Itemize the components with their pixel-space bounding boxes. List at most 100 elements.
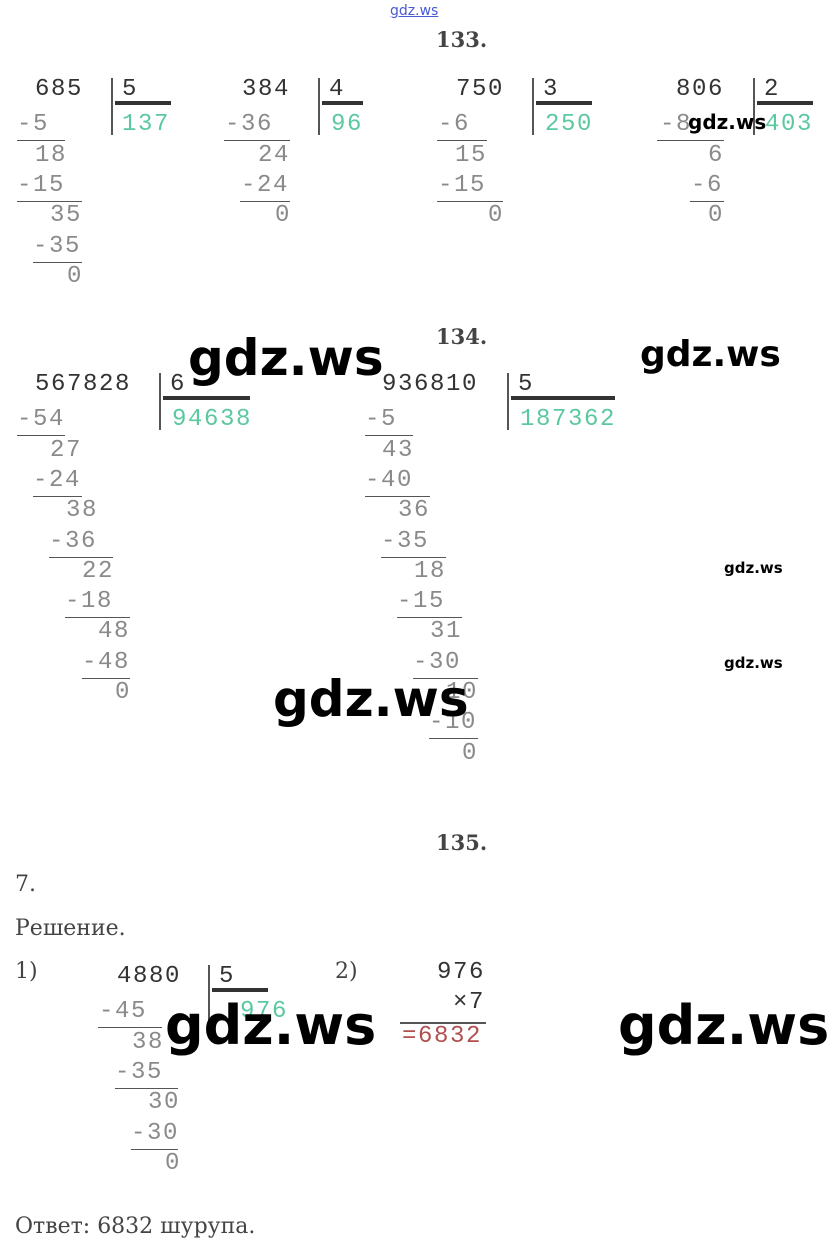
subtrahend: -40 <box>365 466 414 494</box>
remainder: 6 <box>708 141 725 169</box>
divisor: 6 <box>170 371 187 398</box>
subtrahend: -15 <box>438 171 487 199</box>
multiplier: ×7 <box>453 989 486 1016</box>
quotient: 187362 <box>520 406 617 433</box>
subtrahend: -24 <box>241 171 290 199</box>
multiplication-line <box>400 1022 486 1024</box>
remainder: 0 <box>67 262 84 290</box>
task-133-title: 133. <box>436 27 488 52</box>
division-bar <box>111 78 113 135</box>
subtraction-line <box>131 1148 178 1150</box>
watermark: gdz.ws <box>724 559 783 577</box>
divisor-underline <box>511 396 615 400</box>
remainder: 38 <box>66 497 99 525</box>
divisor: 5 <box>122 76 139 103</box>
divisor: 4 <box>329 76 346 103</box>
divisor-underline <box>163 396 250 400</box>
quotient: 976 <box>240 998 289 1025</box>
division-bar <box>753 78 755 135</box>
subtrahend: -8 <box>660 111 693 139</box>
watermark: gdz.ws <box>188 329 384 387</box>
site-link[interactable]: gdz.ws <box>390 3 439 19</box>
divisor: 5 <box>219 963 236 990</box>
remainder: 30 <box>148 1089 181 1117</box>
subtraction-line <box>33 495 82 497</box>
remainder: 18 <box>414 557 447 585</box>
subtraction-line <box>397 617 462 619</box>
subtraction-line <box>65 617 130 619</box>
multiplication-result: =6832 <box>402 1023 483 1050</box>
watermark: gdz.ws <box>273 670 469 728</box>
subtraction-line <box>240 200 290 202</box>
division-bar <box>159 373 161 430</box>
task-number: 7. <box>15 872 36 897</box>
subtrahend: -24 <box>33 466 82 494</box>
quotient: 96 <box>331 111 364 138</box>
subtraction-line <box>429 738 478 740</box>
watermark: gdz.ws <box>688 110 767 134</box>
remainder: 27 <box>50 436 83 464</box>
divisor: 2 <box>764 76 781 103</box>
remainder: 15 <box>455 141 488 169</box>
subtrahend: -6 <box>691 171 724 199</box>
subtrahend: -36 <box>49 527 98 555</box>
divisor-underline <box>757 101 813 105</box>
dividend: 685 <box>35 76 84 103</box>
subtrahend: -36 <box>225 111 274 139</box>
step-2-label: 2) <box>335 959 358 984</box>
dividend: 567828 <box>35 371 132 398</box>
remainder: 38 <box>132 1028 165 1056</box>
remainder: 0 <box>488 202 505 230</box>
subtrahend: -15 <box>17 171 66 199</box>
subtrahend: -5 <box>17 111 50 139</box>
remainder: 35 <box>50 202 83 230</box>
remainder: 10 <box>446 679 479 706</box>
subtraction-line <box>224 140 290 142</box>
subtraction-line <box>98 1027 162 1029</box>
division-bar <box>208 965 210 1022</box>
remainder: 0 <box>275 202 292 230</box>
subtrahend: -35 <box>33 232 82 260</box>
watermark: gdz.ws <box>165 994 377 1057</box>
subtraction-line <box>690 200 724 202</box>
dividend: 806 <box>676 76 725 103</box>
division-bar <box>318 78 320 135</box>
remainder: 18 <box>35 141 68 169</box>
remainder: 31 <box>430 618 463 646</box>
divisor: 5 <box>518 371 535 398</box>
dividend: 4880 <box>117 963 182 990</box>
remainder: 43 <box>382 436 415 464</box>
subtrahend: -35 <box>115 1058 164 1086</box>
subtraction-line <box>49 556 113 558</box>
subtrahend: -35 <box>381 527 430 555</box>
subtraction-line <box>437 200 503 202</box>
task-135-title: 135. <box>436 830 488 855</box>
subtraction-line <box>82 677 130 679</box>
remainder: 24 <box>258 141 291 169</box>
subtrahend: -48 <box>82 648 131 676</box>
subtrahend: -5 <box>365 406 398 434</box>
remainder: 48 <box>98 618 131 646</box>
remainder: 0 <box>462 739 479 767</box>
subtraction-line <box>17 140 65 142</box>
divisor: 3 <box>543 76 560 103</box>
dividend: 750 <box>456 76 505 103</box>
step-1-label: 1) <box>15 959 38 984</box>
remainder: 36 <box>398 497 431 525</box>
division-bar <box>507 373 509 430</box>
quotient: 137 <box>122 111 171 138</box>
task-134-title: 134. <box>436 324 488 349</box>
remainder: 22 <box>82 557 115 585</box>
subtraction-line <box>115 1087 178 1089</box>
quotient: 250 <box>545 111 594 138</box>
subtrahend: -30 <box>413 648 462 676</box>
subtrahend: -6 <box>438 111 471 139</box>
subtraction-line <box>17 200 82 202</box>
watermark: gdz.ws <box>724 654 783 672</box>
dividend: 384 <box>242 76 291 103</box>
divisor-underline <box>322 101 363 105</box>
subtraction-line <box>413 677 478 679</box>
solution-label: Решение. <box>15 916 126 941</box>
subtraction-line <box>33 261 82 263</box>
